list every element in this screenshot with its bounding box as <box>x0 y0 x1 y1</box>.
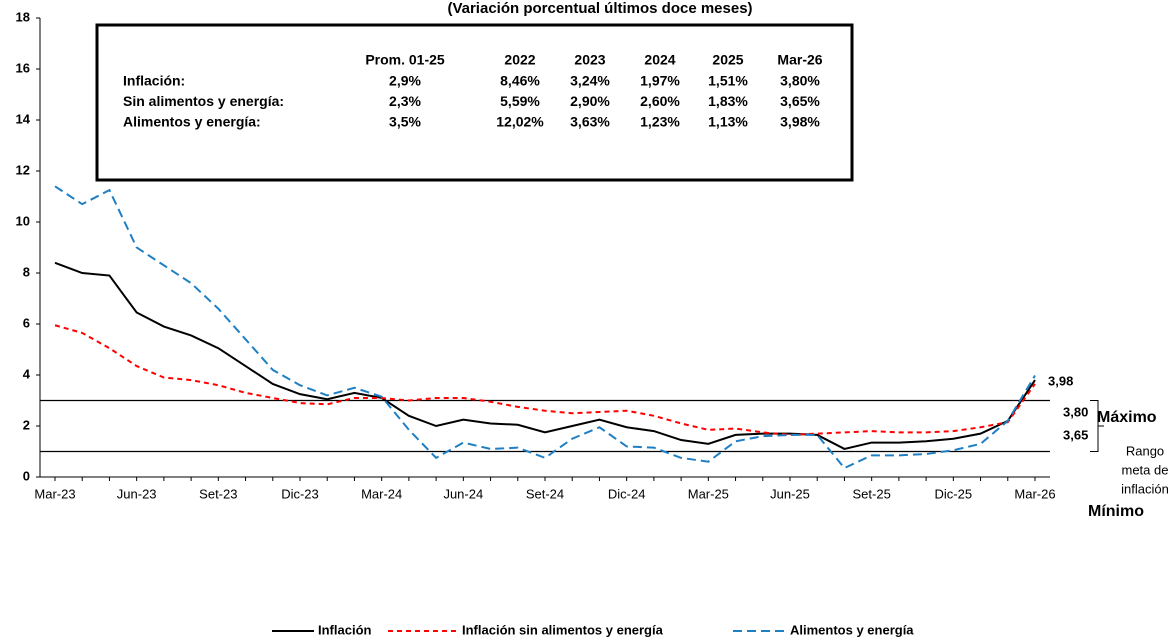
table-header: Prom. 01-25 <box>365 52 445 68</box>
y-tick-label: 10 <box>16 213 30 228</box>
table-cell: 3,80% <box>780 73 820 89</box>
x-tick-label: Jun-24 <box>443 486 483 501</box>
x-tick-label: Dic-24 <box>608 486 646 501</box>
series-line <box>54 261 1036 451</box>
table-cell: 2,90% <box>570 93 610 109</box>
table-cell: 3,5% <box>389 114 421 130</box>
x-tick-label: Mar-26 <box>1014 486 1055 501</box>
table-row-label: Inflación: <box>123 73 185 89</box>
legend-label: Alimentos y energía <box>790 622 914 637</box>
annotation: meta de <box>1122 462 1169 477</box>
annotation: Rango <box>1126 443 1164 458</box>
table-header: 2023 <box>574 52 605 68</box>
table-cell: 1,83% <box>708 93 748 109</box>
table-cell: 3,24% <box>570 73 610 89</box>
annotation: inflación <box>1121 481 1169 496</box>
x-tick-label: Mar-23 <box>34 486 75 501</box>
x-tick-label: Set-25 <box>853 486 891 501</box>
table-cell: 2,60% <box>640 93 680 109</box>
x-tick-label: Dic-25 <box>935 486 973 501</box>
table-cell: 2,9% <box>389 73 421 89</box>
y-tick-label: 6 <box>23 315 30 330</box>
value-label: 3,80 <box>1063 404 1088 419</box>
value-label: 3,65 <box>1063 427 1088 442</box>
table-cell: 1,13% <box>708 114 748 130</box>
range-bracket <box>1090 400 1104 452</box>
table-box <box>95 23 854 182</box>
table-cell: 2,3% <box>389 93 421 109</box>
value-label: 3,98 <box>1048 373 1073 388</box>
table-header: Mar-26 <box>777 52 822 68</box>
table-cell: 3,98% <box>780 114 820 130</box>
table-cell: 1,23% <box>640 114 680 130</box>
y-tick-label: 2 <box>23 417 30 432</box>
y-tick-label: 18 <box>16 9 30 24</box>
series-line <box>54 324 1036 436</box>
table-header: 2022 <box>504 52 535 68</box>
x-tick-label: Mar-24 <box>361 486 402 501</box>
y-tick-label: 4 <box>23 366 31 381</box>
x-tick-label: Jun-25 <box>770 486 810 501</box>
y-tick-label: 8 <box>23 264 30 279</box>
y-tick-label: 16 <box>16 60 30 75</box>
legend-label: Inflación <box>318 622 372 637</box>
y-tick-label: 14 <box>16 111 31 126</box>
table-row-label: Alimentos y energía: <box>123 114 261 130</box>
table-row-label: Sin alimentos y energía: <box>123 93 284 109</box>
table-cell: 5,59% <box>500 93 540 109</box>
table-cell: 3,63% <box>570 114 610 130</box>
y-tick-label: 0 <box>23 468 30 483</box>
x-tick-label: Dic-23 <box>281 486 319 501</box>
table-header: 2024 <box>644 52 675 68</box>
x-tick-label: Mar-25 <box>688 486 729 501</box>
series-line <box>54 185 1036 470</box>
x-tick-label: Set-24 <box>526 486 564 501</box>
annotation: Máximo <box>1097 409 1157 426</box>
legend-label: Inflación sin alimentos y energía <box>462 622 664 637</box>
y-tick-label: 12 <box>16 162 30 177</box>
x-tick-label: Jun-23 <box>117 486 157 501</box>
table-cell: 8,46% <box>500 73 540 89</box>
annotation: Mínimo <box>1088 503 1144 520</box>
chart-title: (Variación porcentual últimos doce meses… <box>447 0 752 17</box>
table-cell: 12,02% <box>496 114 544 130</box>
table-header: 2025 <box>712 52 743 68</box>
table-cell: 1,97% <box>640 73 680 89</box>
table-cell: 3,65% <box>780 93 820 109</box>
table-cell: 1,51% <box>708 73 748 89</box>
x-tick-label: Set-23 <box>199 486 237 501</box>
